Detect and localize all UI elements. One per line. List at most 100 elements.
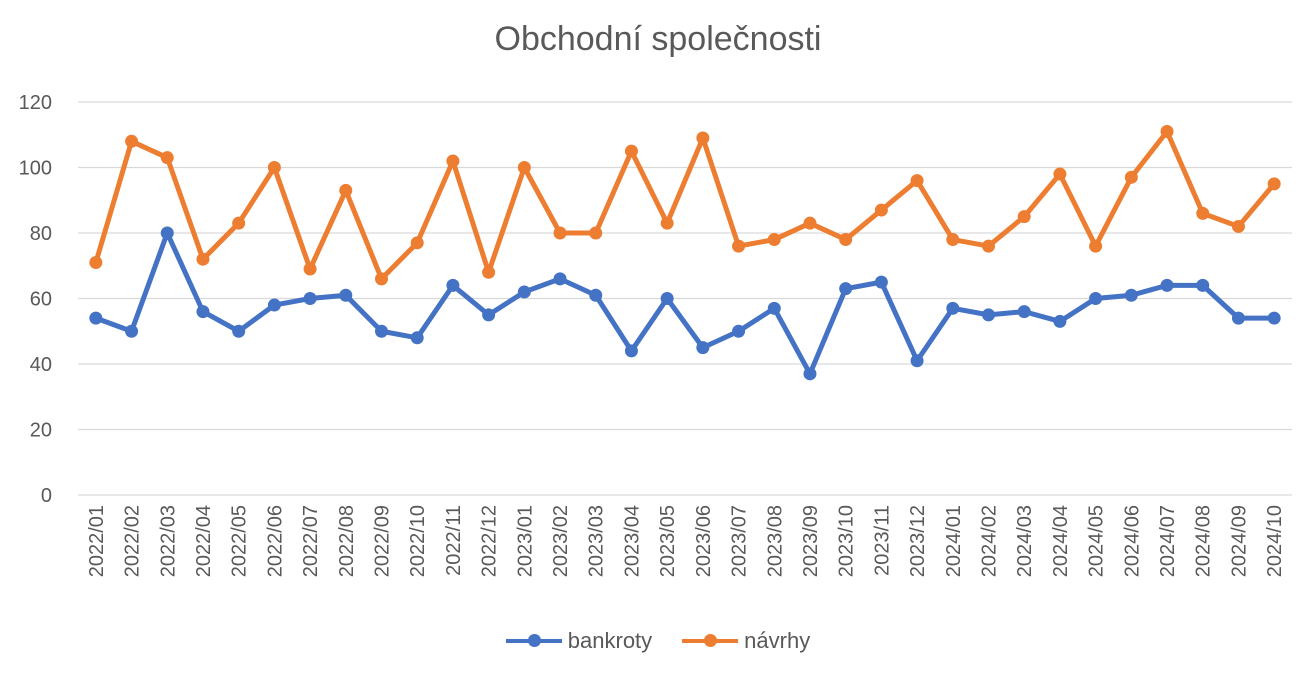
data-point[interactable] bbox=[517, 285, 531, 299]
x-tick-label: 2022/01 bbox=[86, 505, 108, 577]
data-point[interactable] bbox=[517, 161, 531, 174]
data-point[interactable] bbox=[553, 226, 567, 240]
data-point[interactable] bbox=[1089, 239, 1103, 253]
data-point[interactable] bbox=[767, 233, 781, 247]
y-tick-label: 120 bbox=[19, 92, 52, 114]
data-point[interactable] bbox=[1160, 124, 1174, 138]
x-tick-label: 2024/10 bbox=[1264, 505, 1286, 577]
data-point[interactable] bbox=[410, 236, 424, 250]
data-point[interactable] bbox=[1231, 219, 1245, 233]
data-point[interactable] bbox=[553, 272, 567, 286]
line-chart: 0 20 40 60 80 100 120 2022/01 2022/02 2022/03 202… bbox=[19, 92, 1292, 577]
y-tick-label: 40 bbox=[30, 354, 52, 376]
data-point[interactable] bbox=[375, 272, 388, 286]
legend-item-bankroty[interactable]: bankroty bbox=[505, 628, 652, 654]
data-point[interactable] bbox=[1160, 278, 1174, 292]
data-point[interactable] bbox=[1231, 311, 1245, 325]
data-point[interactable] bbox=[89, 255, 103, 269]
x-tick-label: 2023/08 bbox=[764, 505, 786, 577]
y-tick-label: 60 bbox=[30, 289, 52, 311]
data-point[interactable] bbox=[660, 292, 674, 305]
data-point[interactable] bbox=[339, 288, 353, 302]
data-point[interactable] bbox=[89, 311, 103, 325]
x-tick-label: 2022/09 bbox=[372, 505, 394, 577]
data-point[interactable] bbox=[910, 354, 924, 368]
data-point[interactable] bbox=[589, 226, 603, 240]
data-point[interactable] bbox=[1053, 167, 1067, 181]
data-point[interactable] bbox=[910, 174, 924, 188]
data-point[interactable] bbox=[482, 308, 496, 322]
data-point[interactable] bbox=[982, 308, 995, 322]
data-point[interactable] bbox=[410, 331, 424, 345]
series-line bbox=[94, 230, 1275, 377]
data-point[interactable] bbox=[1196, 206, 1210, 220]
x-tick-label: 2023/05 bbox=[657, 505, 679, 577]
data-point[interactable] bbox=[732, 239, 746, 253]
data-point[interactable] bbox=[1267, 177, 1281, 191]
data-point[interactable] bbox=[267, 298, 281, 312]
data-point[interactable] bbox=[946, 301, 960, 315]
data-point[interactable] bbox=[160, 226, 174, 240]
legend-label-navrhy: návrhy bbox=[744, 628, 811, 653]
data-point[interactable] bbox=[1089, 292, 1103, 305]
data-point[interactable] bbox=[125, 324, 139, 338]
y-tick-label: 20 bbox=[30, 420, 52, 442]
data-point[interactable] bbox=[874, 275, 888, 289]
x-tick-label: 2022/06 bbox=[264, 505, 286, 577]
data-point[interactable] bbox=[767, 301, 781, 315]
data-point[interactable] bbox=[375, 324, 388, 338]
x-tick-label: 2022/03 bbox=[157, 505, 179, 577]
data-point[interactable] bbox=[1017, 210, 1031, 224]
data-point[interactable] bbox=[446, 154, 460, 168]
data-point[interactable] bbox=[125, 134, 139, 148]
data-point[interactable] bbox=[1053, 314, 1067, 328]
data-point[interactable] bbox=[874, 203, 888, 217]
data-point[interactable] bbox=[1017, 305, 1031, 319]
legend-swatch-bankroty bbox=[505, 634, 562, 647]
legend-swatch-navrhy bbox=[682, 634, 739, 647]
data-point[interactable] bbox=[446, 278, 460, 292]
data-point[interactable] bbox=[303, 262, 317, 276]
data-point[interactable] bbox=[624, 344, 638, 358]
x-tick-label: 2023/10 bbox=[836, 505, 858, 577]
data-point[interactable] bbox=[1267, 311, 1281, 325]
data-point[interactable] bbox=[160, 151, 174, 165]
x-tick-label: 2023/03 bbox=[586, 505, 608, 577]
data-point[interactable] bbox=[696, 341, 710, 355]
data-point[interactable] bbox=[839, 233, 853, 247]
legend-item-navrhy[interactable]: návrhy bbox=[682, 628, 810, 654]
data-point[interactable] bbox=[267, 161, 281, 174]
data-point[interactable] bbox=[232, 216, 246, 230]
x-tick-label: 2024/02 bbox=[979, 505, 1001, 577]
x-tick-label: 2023/06 bbox=[693, 505, 715, 577]
y-tick-label: 80 bbox=[30, 223, 52, 245]
data-point[interactable] bbox=[946, 233, 960, 247]
data-point[interactable] bbox=[1196, 278, 1210, 292]
x-tick-label: 2022/02 bbox=[122, 505, 144, 577]
data-point[interactable] bbox=[196, 252, 210, 266]
data-point[interactable] bbox=[803, 367, 817, 381]
data-point[interactable] bbox=[624, 144, 638, 158]
data-point[interactable] bbox=[232, 324, 246, 338]
data-point[interactable] bbox=[339, 183, 353, 197]
data-point[interactable] bbox=[696, 131, 710, 145]
x-tick-label: 2024/01 bbox=[943, 505, 965, 577]
x-tick-label: 2023/12 bbox=[907, 505, 929, 577]
data-point[interactable] bbox=[660, 216, 674, 230]
data-point[interactable] bbox=[303, 292, 317, 305]
data-point[interactable] bbox=[589, 288, 603, 302]
gridlines bbox=[78, 101, 1292, 496]
data-point[interactable] bbox=[803, 216, 817, 230]
data-point[interactable] bbox=[1124, 288, 1138, 302]
data-point[interactable] bbox=[982, 239, 995, 253]
x-axis-ticks: 2022/01 2022/02 2022/03 2022/04 2022/05 2022/… bbox=[86, 505, 1286, 577]
data-point[interactable] bbox=[1124, 170, 1138, 184]
data-point[interactable] bbox=[196, 305, 210, 319]
data-point[interactable] bbox=[839, 282, 853, 296]
series-line bbox=[93, 128, 1277, 282]
data-point[interactable] bbox=[482, 265, 496, 279]
y-tick-label: 0 bbox=[41, 485, 52, 507]
x-tick-label: 2023/02 bbox=[550, 505, 572, 577]
data-point[interactable] bbox=[732, 324, 746, 338]
y-tick-label: 100 bbox=[19, 158, 52, 180]
